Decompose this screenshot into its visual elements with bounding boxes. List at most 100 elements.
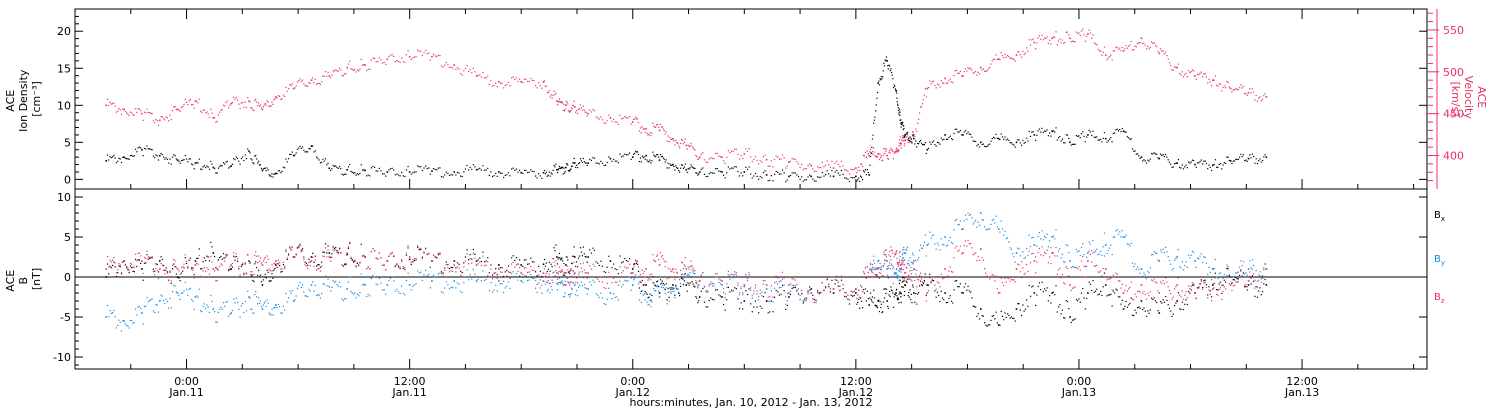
bx-point: [542, 263, 545, 265]
bx-point: [573, 256, 576, 258]
density-sample: [519, 169, 521, 171]
by-sample: [120, 330, 123, 332]
by-sample: [528, 279, 530, 281]
bz-sample: [1145, 298, 1148, 300]
velocity-sample: [862, 154, 865, 157]
velocity-sample: [180, 106, 183, 109]
by-sample: [1107, 249, 1109, 251]
velocity-sample: [565, 100, 568, 103]
bz-sample: [991, 273, 993, 275]
bz-sample: [536, 283, 538, 286]
bx-sample: [354, 260, 356, 262]
density-sample: [463, 171, 465, 173]
bx-point: [886, 300, 888, 302]
bx-sample: [571, 263, 573, 265]
density-sample: [274, 173, 276, 175]
velocity-sample: [165, 116, 167, 118]
bx-point: [212, 252, 215, 254]
bz-sample: [1000, 277, 1002, 279]
velocity-sample: [303, 83, 305, 85]
velocity-sample: [479, 74, 481, 76]
bx-sample: [572, 255, 574, 257]
bz-sample: [1256, 286, 1259, 288]
density-sample: [572, 162, 574, 164]
velocity-sample: [1092, 34, 1094, 36]
by-sample: [938, 244, 940, 246]
bz-sample: [183, 263, 185, 265]
bz-sample: [959, 245, 961, 247]
velocity-sample: [894, 151, 896, 153]
bx-sample: [538, 265, 540, 267]
bx-sample: [874, 304, 876, 307]
bx-sample: [882, 301, 884, 303]
bz-sample: [999, 292, 1001, 294]
bx-sample: [812, 294, 814, 296]
density-sample: [355, 174, 357, 176]
bz-sample: [534, 279, 537, 281]
density-sample: [1116, 128, 1118, 130]
bx-sample: [1126, 306, 1129, 308]
bx-sample: [401, 260, 403, 262]
density-sample: [662, 157, 664, 159]
bz-sample: [272, 270, 274, 272]
by-sample: [635, 276, 638, 278]
density-sample: [953, 132, 955, 135]
velocity-sample: [324, 71, 327, 73]
bz-sample: [1028, 250, 1030, 252]
bx-sample: [1100, 290, 1102, 293]
density-sample: [1097, 139, 1099, 141]
density-sample: [904, 134, 907, 136]
velocity-sample: [734, 148, 736, 150]
bz-sample: [507, 271, 510, 273]
by-sample: [198, 288, 200, 290]
bx-sample: [136, 265, 138, 268]
velocity-sample: [967, 67, 969, 69]
bz-sample: [512, 261, 514, 263]
by-sample: [238, 308, 240, 310]
density-sample: [954, 128, 956, 131]
bz-sample: [450, 270, 452, 272]
bz-sample: [548, 273, 550, 275]
by-sample: [255, 291, 257, 293]
by-sample: [595, 293, 597, 295]
density-sample: [1149, 158, 1151, 160]
bx-sample: [568, 271, 570, 273]
bz-sample: [1134, 293, 1136, 295]
bx-sample: [897, 298, 900, 300]
density-sample: [1137, 153, 1139, 155]
density-sample: [244, 154, 246, 156]
density-sample: [715, 168, 717, 170]
density-sample: [847, 178, 849, 180]
bz-sample: [428, 252, 430, 254]
bz-sample: [429, 266, 431, 268]
bz-sample: [436, 257, 438, 259]
bz-sample: [656, 255, 658, 257]
bx-sample: [142, 279, 144, 281]
bz-sample: [902, 262, 904, 264]
velocity-sample: [995, 54, 997, 56]
bx-point: [698, 296, 701, 298]
bz-sample: [533, 269, 535, 272]
bz-point: [997, 292, 1000, 294]
bz-sample: [670, 271, 672, 273]
density-point: [1033, 134, 1036, 136]
velocity-sample: [1134, 45, 1136, 47]
by-point: [542, 280, 545, 282]
by-sample: [697, 287, 699, 289]
bx-sample: [700, 290, 702, 292]
velocity-sample: [690, 142, 692, 144]
density-sample: [440, 175, 443, 178]
velocity-sample: [1046, 36, 1048, 38]
density-sample: [1080, 133, 1083, 135]
by-sample: [397, 291, 400, 293]
bx-sample: [875, 304, 877, 306]
velocity-sample: [628, 115, 631, 118]
velocity-sample: [217, 114, 220, 116]
bz-sample: [1153, 278, 1155, 280]
bz-sample: [789, 282, 792, 285]
velocity-sample: [413, 56, 416, 58]
density-sample: [958, 131, 960, 133]
density-sample: [1094, 136, 1097, 138]
by-sample: [947, 244, 949, 246]
